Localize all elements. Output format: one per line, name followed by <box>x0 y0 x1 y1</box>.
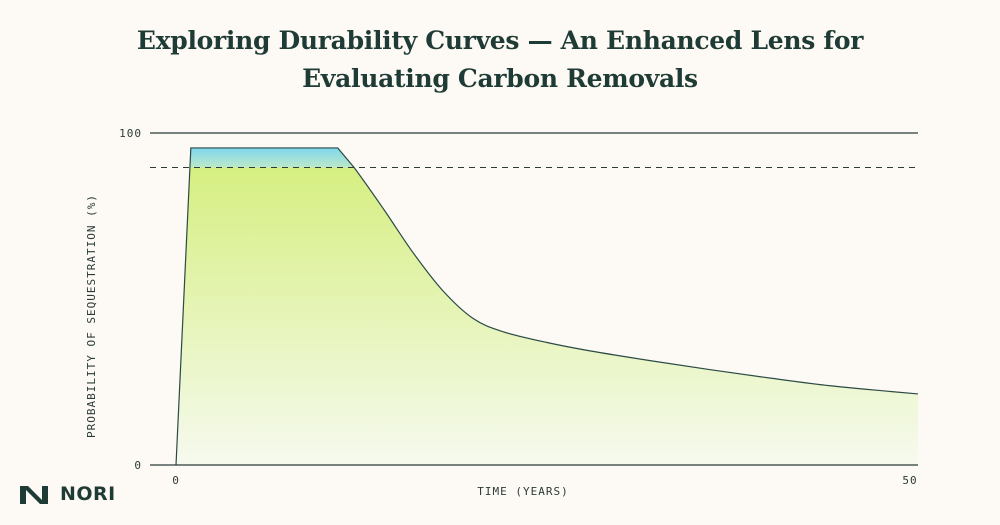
nori-logo-text: NORI <box>60 483 116 505</box>
y-tick-label-100: 100 <box>119 127 142 140</box>
nori-logo-mark-icon <box>20 486 48 504</box>
x-tick-label-0: 0 <box>172 474 180 487</box>
chart-title-line-1: Exploring Durability Curves — An Enhance… <box>136 26 864 55</box>
x-tick-label-50: 50 <box>902 474 917 487</box>
durability-area-fill <box>176 147 918 465</box>
y-tick-label-0: 0 <box>134 459 142 472</box>
chart-title-line-2: Evaluating Carbon Removals <box>302 64 698 93</box>
durability-curve-line <box>175 147 919 466</box>
buffer-region-fill <box>176 147 918 168</box>
chart-title: Exploring Durability Curves — An Enhance… <box>0 22 1000 98</box>
x-axis-label: TIME (YEARS) <box>477 485 568 498</box>
plot-layer <box>175 147 919 466</box>
y-axis-label: PROBABILITY OF SEQUESTRATION (%) <box>85 194 98 438</box>
nori-logo: NORI <box>18 482 116 506</box>
